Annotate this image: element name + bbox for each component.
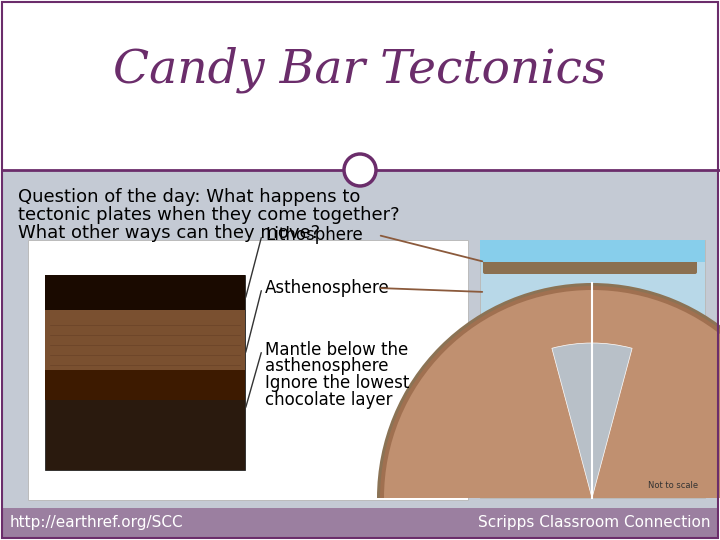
- Text: Lithosphere: Lithosphere: [265, 226, 363, 244]
- Wedge shape: [437, 343, 720, 498]
- Text: http://earthref.org/SCC: http://earthref.org/SCC: [10, 516, 184, 530]
- Bar: [45, 275, 245, 310]
- Wedge shape: [380, 286, 720, 498]
- FancyBboxPatch shape: [483, 242, 697, 274]
- Text: chocolate layer: chocolate layer: [265, 391, 392, 409]
- Text: Ignore the lowest: Ignore the lowest: [265, 374, 410, 392]
- Circle shape: [344, 154, 376, 186]
- Wedge shape: [502, 408, 682, 498]
- Bar: [28, 240, 468, 500]
- Wedge shape: [557, 463, 627, 498]
- Wedge shape: [462, 368, 720, 498]
- Wedge shape: [382, 288, 720, 498]
- Text: Mantle below the: Mantle below the: [265, 341, 408, 359]
- Wedge shape: [377, 283, 720, 498]
- Bar: [45, 275, 245, 470]
- Text: Question of the day: What happens to: Question of the day: What happens to: [18, 188, 361, 206]
- Bar: [2, 508, 718, 538]
- Text: Asthenosphere: Asthenosphere: [265, 279, 390, 297]
- Bar: [480, 240, 705, 498]
- Bar: [45, 370, 245, 400]
- Wedge shape: [412, 318, 720, 498]
- Wedge shape: [552, 343, 632, 498]
- Bar: [2, 170, 718, 508]
- Bar: [45, 310, 245, 370]
- Text: asthenosphere: asthenosphere: [265, 357, 389, 375]
- Bar: [480, 240, 705, 498]
- Wedge shape: [384, 290, 720, 498]
- Bar: [2, 2, 718, 170]
- Text: What other ways can they move?: What other ways can they move?: [18, 224, 320, 242]
- Bar: [480, 240, 705, 262]
- Wedge shape: [522, 428, 662, 498]
- Text: Candy Bar Tectonics: Candy Bar Tectonics: [113, 47, 607, 93]
- Text: Not to scale: Not to scale: [648, 481, 698, 489]
- Wedge shape: [482, 388, 702, 498]
- Text: tectonic plates when they come together?: tectonic plates when they come together?: [18, 206, 400, 224]
- Wedge shape: [542, 448, 642, 498]
- Text: Scripps Classroom Connection: Scripps Classroom Connection: [477, 516, 710, 530]
